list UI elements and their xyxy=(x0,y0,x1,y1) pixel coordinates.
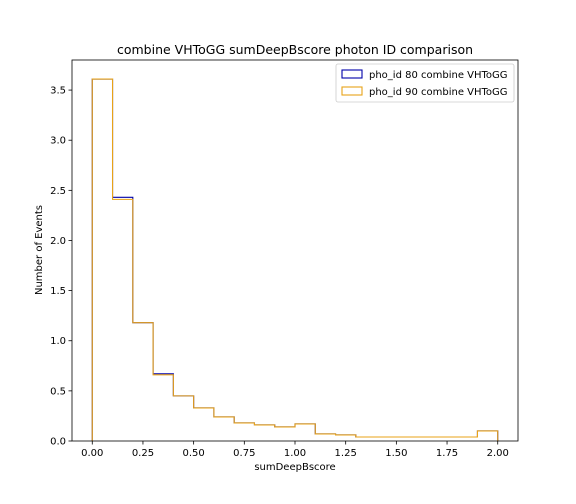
x-tick-label: 2.00 xyxy=(487,448,509,459)
y-tick-label: 2.0 xyxy=(50,236,66,247)
x-tick-label: 1.75 xyxy=(436,448,458,459)
legend-box xyxy=(335,63,515,103)
y-tick-label: 2.5 xyxy=(50,186,66,197)
y-axis-label: Number of Events xyxy=(34,205,45,295)
x-tick-label: 1.25 xyxy=(335,448,357,459)
plot-frame xyxy=(71,59,519,442)
y-tick-label: 1.5 xyxy=(50,286,66,297)
plot-area: 0.00 0.25 0.50 0.75 1.00 1.25 1.50 1.75 2.00 0.0 0… xyxy=(50,59,519,459)
x-tick-label: 0.50 xyxy=(183,448,205,459)
series-1-histogram-line xyxy=(91,78,499,441)
chart-title: combine VHToGG sumDeepBscore photon ID c… xyxy=(117,42,473,57)
legend-swatch xyxy=(341,86,363,96)
y-tick-label: 1.0 xyxy=(50,336,66,347)
y-tick-label: 0.0 xyxy=(50,437,66,448)
x-tick-label: 0.25 xyxy=(132,448,154,459)
x-tick-label: 1.50 xyxy=(385,448,407,459)
series-2-histogram-line xyxy=(91,78,499,441)
legend-label: pho_id 90 combine VHToGG xyxy=(369,87,508,98)
x-tick-label: 0.00 xyxy=(81,448,103,459)
y-tick-label: 3.5 xyxy=(50,86,66,97)
legend-label: pho_id 80 combine VHToGG xyxy=(369,70,508,81)
y-tick-label: 3.0 xyxy=(50,136,66,147)
y-tick-label: 0.5 xyxy=(50,386,66,397)
legend-swatch xyxy=(341,69,363,79)
x-axis-label: sumDeepBscore xyxy=(254,462,335,473)
x-tick-label: 1.00 xyxy=(284,448,306,459)
x-tick-label: 0.75 xyxy=(233,448,255,459)
